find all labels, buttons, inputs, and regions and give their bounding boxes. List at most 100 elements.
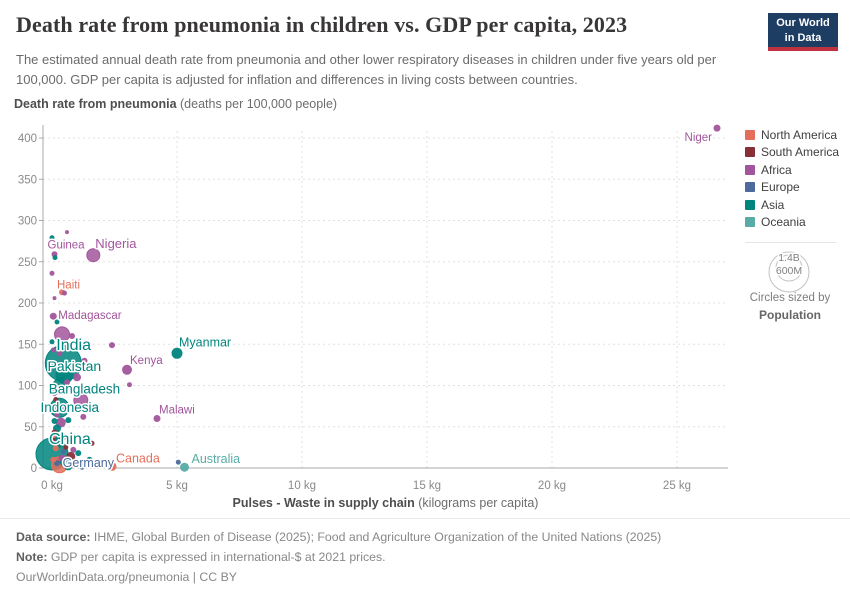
data-point[interactable] xyxy=(99,459,105,465)
data-point[interactable] xyxy=(73,373,81,382)
country-label-nigeria: Nigeria xyxy=(95,236,137,251)
x-tick-label: 5 kg xyxy=(166,480,188,492)
data-point[interactable] xyxy=(61,403,68,410)
data-point[interactable] xyxy=(89,440,95,446)
data-point[interactable] xyxy=(51,418,58,424)
country-label-india: India xyxy=(56,337,91,354)
data-point[interactable] xyxy=(109,342,115,349)
data-point[interactable] xyxy=(49,404,55,410)
legend-item-label: Asia xyxy=(761,197,785,212)
data-point-myanmar[interactable] xyxy=(171,347,183,359)
license-text: | CC BY xyxy=(189,569,237,584)
data-point[interactable] xyxy=(60,449,66,454)
data-point[interactable] xyxy=(62,290,67,296)
data-point[interactable] xyxy=(65,230,69,235)
data-point-malawi[interactable] xyxy=(153,415,161,422)
size-caption-text: Circles sized by xyxy=(749,292,831,304)
page-subtitle: The estimated annual death rate from pne… xyxy=(16,52,717,87)
data-point[interactable] xyxy=(49,270,55,276)
legend-item-south-america[interactable]: South America xyxy=(745,144,845,162)
country-label-malawi: Malawi xyxy=(159,405,195,417)
data-point[interactable] xyxy=(49,235,55,241)
data-point-canada[interactable] xyxy=(107,461,117,471)
legend-item-europe[interactable]: Europe xyxy=(745,179,845,197)
data-point[interactable] xyxy=(81,357,88,364)
legend-item-asia[interactable]: Asia xyxy=(745,196,845,214)
data-point[interactable] xyxy=(63,444,69,450)
legend-item-oceania[interactable]: Oceania xyxy=(745,214,845,232)
page-title: Death rate from pneumonia in children vs… xyxy=(16,12,628,37)
data-point-nigeria[interactable] xyxy=(86,248,101,263)
data-point-madagascar[interactable] xyxy=(49,312,57,320)
chart-footer: Data source: IHME, Global Burden of Dise… xyxy=(0,518,850,588)
data-point[interactable] xyxy=(86,456,93,463)
data-point[interactable] xyxy=(127,458,132,464)
y-axis-title-rest: (deaths per 100,000 people) xyxy=(176,97,338,111)
data-point[interactable] xyxy=(65,417,72,424)
country-label-pakistan: Pakistan xyxy=(48,358,102,374)
note-line: Note: GDP per capita is expressed in int… xyxy=(16,548,834,568)
data-point[interactable] xyxy=(127,382,132,388)
data-point[interactable] xyxy=(50,408,57,415)
data-point[interactable] xyxy=(80,413,87,420)
data-point[interactable] xyxy=(53,397,59,402)
data-point[interactable] xyxy=(52,445,59,452)
data-point[interactable] xyxy=(64,379,70,386)
legend-swatch xyxy=(745,199,755,210)
size-circle-big xyxy=(768,251,810,293)
x-tick-label: 15 kg xyxy=(413,480,441,492)
data-point[interactable] xyxy=(70,436,77,443)
data-point[interactable] xyxy=(52,296,57,301)
data-point[interactable] xyxy=(75,450,82,457)
legend-item-north-america[interactable]: North America xyxy=(745,126,845,144)
data-point[interactable] xyxy=(66,451,76,461)
x-tick-label: 25 kg xyxy=(663,480,691,492)
legend-item-label: North America xyxy=(761,127,838,142)
data-point[interactable] xyxy=(69,333,75,339)
country-label-canada: Canada xyxy=(116,451,160,465)
data-point[interactable] xyxy=(50,347,56,353)
data-point[interactable] xyxy=(73,392,89,408)
x-tick-label: 0 kg xyxy=(41,480,63,492)
data-point[interactable] xyxy=(73,460,79,466)
legend-item-label: South America xyxy=(761,145,840,160)
data-point[interactable] xyxy=(61,433,68,440)
legend-item-africa[interactable]: Africa xyxy=(745,161,845,179)
data-point[interactable] xyxy=(51,389,58,396)
data-point[interactable] xyxy=(56,350,63,357)
size-legend-caption: Circles sized by Population xyxy=(740,291,840,324)
data-source-line: Data source: IHME, Global Burden of Dise… xyxy=(16,528,834,548)
size-caption-bold: Population xyxy=(759,307,821,322)
data-point[interactable] xyxy=(54,435,62,443)
size-circle-small xyxy=(775,254,803,282)
legend-item-label: Oceania xyxy=(761,215,806,230)
data-point-kenya[interactable] xyxy=(122,364,132,375)
data-point[interactable] xyxy=(54,319,60,325)
legend-divider xyxy=(745,242,836,243)
owid-url-link[interactable]: OurWorldinData.org/pneumonia xyxy=(16,569,190,584)
y-axis-title-bold: Death rate from pneumonia xyxy=(14,97,177,111)
data-point[interactable] xyxy=(70,446,77,453)
data-point[interactable] xyxy=(49,339,55,345)
data-point-australia[interactable] xyxy=(180,462,189,472)
data-point[interactable] xyxy=(50,433,56,439)
data-point[interactable] xyxy=(175,459,181,465)
data-point-niger[interactable] xyxy=(713,124,721,132)
size-label-big: 1.4B xyxy=(778,252,800,264)
data-point[interactable] xyxy=(50,456,57,463)
data-point[interactable] xyxy=(79,463,85,470)
y-tick-label: 250 xyxy=(18,257,37,269)
y-tick-label: 200 xyxy=(18,298,37,310)
data-point[interactable] xyxy=(52,255,58,261)
legend-swatch xyxy=(745,147,755,158)
y-tick-label: 400 xyxy=(18,133,37,145)
country-label-indonesia: Indonesia xyxy=(41,400,100,415)
logo-line-1: Our World xyxy=(776,17,830,29)
y-tick-label: 0 xyxy=(31,463,37,475)
chart-canvas[interactable]: 0 50 100 150 200 250 300 350 400 0 kg 5 kg 10 kg 15 … xyxy=(0,115,740,515)
y-tick-label: 100 xyxy=(18,381,37,393)
owid-logo[interactable]: Our World in Data xyxy=(768,13,838,51)
data-point[interactable] xyxy=(64,462,73,471)
data-point[interactable] xyxy=(58,454,66,462)
